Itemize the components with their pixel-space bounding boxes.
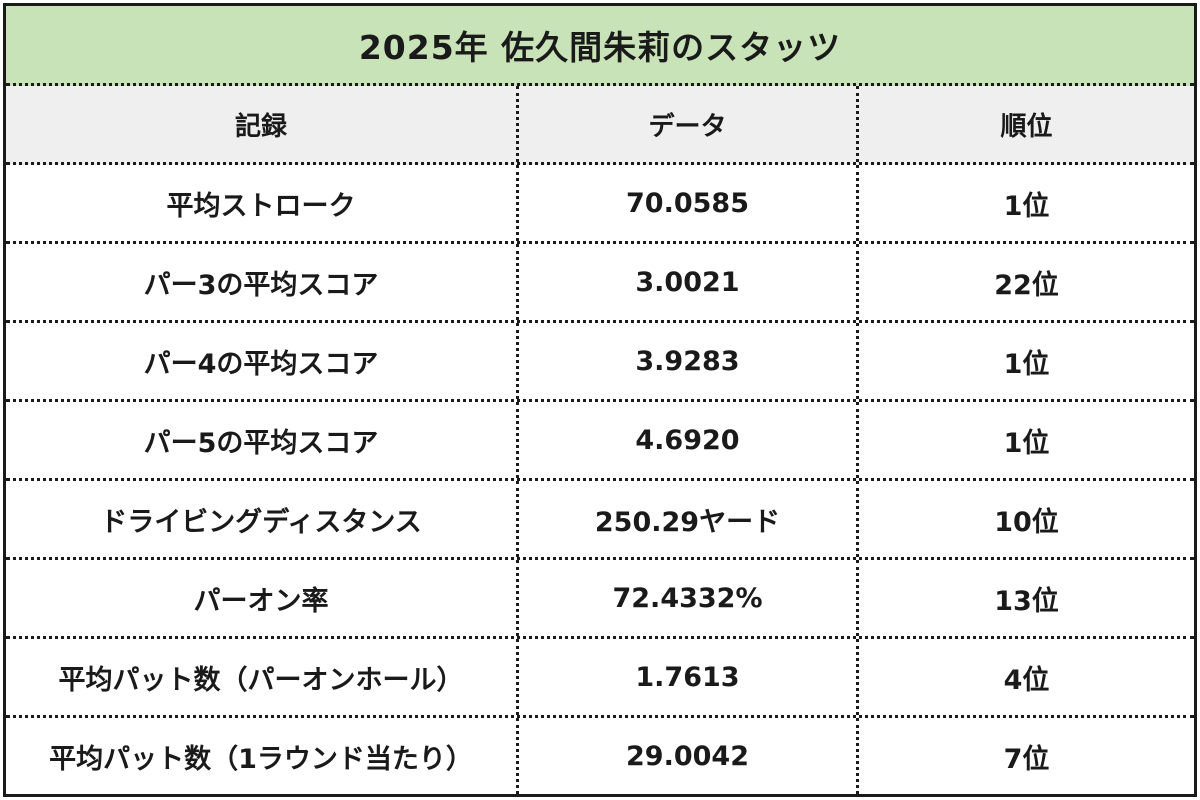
table-row: 平均パット数（パーオンホール） 1.7613 4位	[6, 639, 1194, 718]
table-row: パー4の平均スコア 3.9283 1位	[6, 323, 1194, 402]
data-cell: 1.7613	[516, 639, 856, 715]
table-title-bar: 2025年 佐久間朱莉のスタッツ	[6, 6, 1194, 86]
rank-cell: 13位	[856, 560, 1194, 636]
rank-cell: 22位	[856, 244, 1194, 320]
data-cell: 72.4332%	[516, 560, 856, 636]
header-record: 記録	[234, 111, 287, 142]
header-row: 記録 データ 順位	[6, 86, 1194, 165]
table-row: パーオン率 72.4332% 13位	[6, 560, 1194, 639]
data-cell: 70.0585	[516, 165, 856, 241]
table-row: 平均パット数（1ラウンド当たり） 29.0042 7位	[6, 718, 1194, 794]
rank-cell: 4位	[856, 639, 1194, 715]
record-cell: パーオン率	[193, 585, 329, 617]
rank-cell: 10位	[856, 481, 1194, 557]
rank-cell: 1位	[856, 323, 1194, 399]
data-cell: 4.6920	[516, 402, 856, 478]
rank-cell: 7位	[856, 718, 1194, 794]
data-cell: 29.0042	[516, 718, 856, 794]
header-rank: 順位	[856, 86, 1194, 162]
record-cell: 平均ストローク	[166, 190, 356, 222]
header-data: データ	[516, 86, 856, 162]
record-cell: パー5の平均スコア	[143, 427, 379, 459]
data-cell: 250.29ヤード	[516, 481, 856, 557]
rank-cell: 1位	[856, 402, 1194, 478]
table-row: パー3の平均スコア 3.0021 22位	[6, 244, 1194, 323]
record-cell: ドライビングディスタンス	[100, 506, 422, 538]
record-cell: 平均パット数（1ラウンド当たり）	[49, 743, 473, 775]
table-row: パー5の平均スコア 4.6920 1位	[6, 402, 1194, 481]
table-title: 2025年 佐久間朱莉のスタッツ	[358, 27, 842, 67]
stats-table: 2025年 佐久間朱莉のスタッツ 記録 データ 順位 平均ストローク 70.05…	[3, 3, 1197, 797]
record-cell: パー4の平均スコア	[143, 348, 379, 380]
table-row: 平均ストローク 70.0585 1位	[6, 165, 1194, 244]
data-cell: 3.9283	[516, 323, 856, 399]
rank-cell: 1位	[856, 165, 1194, 241]
data-cell: 3.0021	[516, 244, 856, 320]
record-cell: パー3の平均スコア	[143, 269, 379, 301]
record-cell: 平均パット数（パーオンホール）	[58, 664, 464, 696]
table-row: ドライビングディスタンス 250.29ヤード 10位	[6, 481, 1194, 560]
